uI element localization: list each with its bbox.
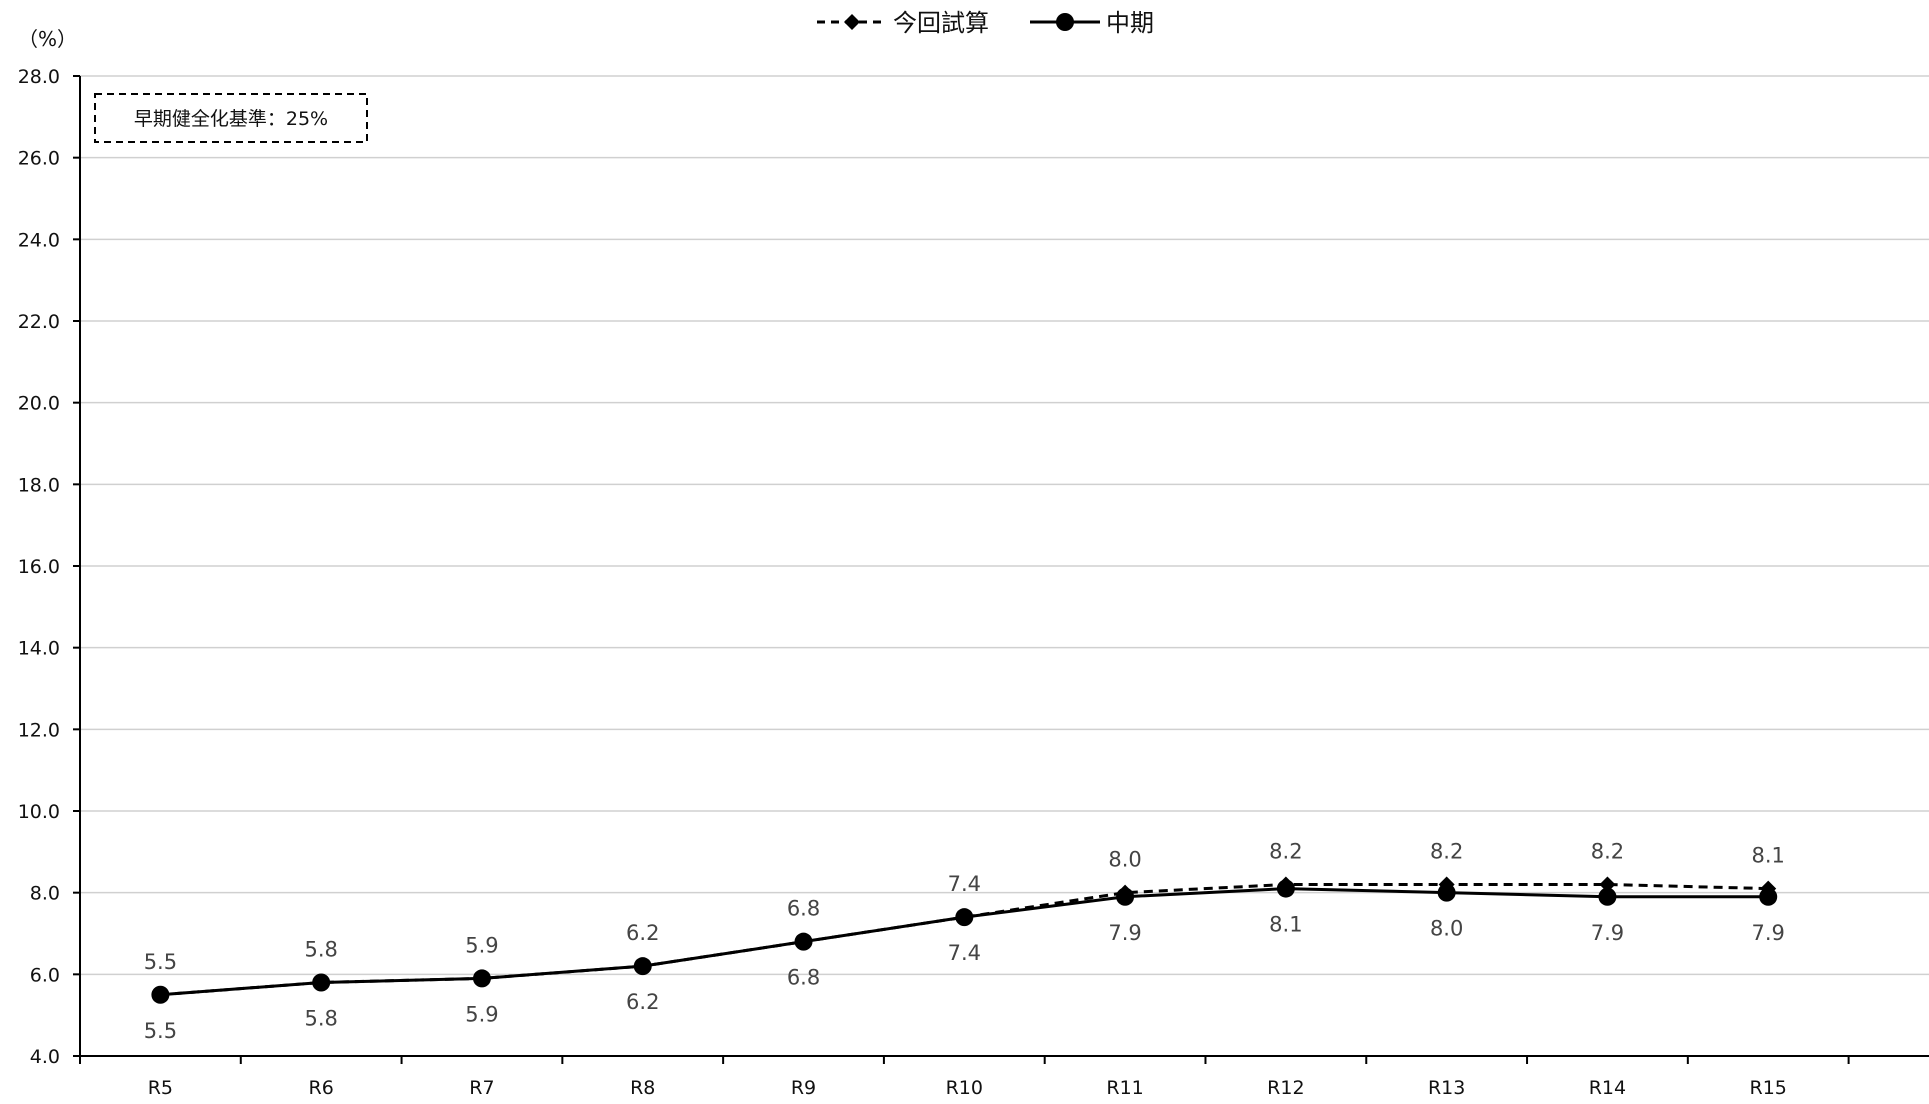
gridlines — [80, 75, 1929, 976]
data-label-series-1: 8.2 — [1430, 840, 1463, 864]
x-tick-label: R15 — [1750, 1077, 1787, 1099]
annotation-box: 早期健全化基準：25% — [94, 93, 368, 143]
y-tick-label: 20.0 — [18, 393, 60, 415]
data-label-series-2: 7.4 — [948, 941, 981, 965]
legend-marker-series-2 — [1056, 13, 1074, 31]
data-label-series-1: 6.2 — [626, 921, 659, 945]
x-tick-label: R14 — [1589, 1077, 1626, 1099]
point-series-2-R10 — [955, 908, 974, 927]
data-label-series-2: 5.5 — [144, 1019, 177, 1043]
point-series-2-R9 — [794, 932, 813, 951]
point-series-2-R13 — [1437, 883, 1456, 902]
x-tick-label: R13 — [1428, 1077, 1465, 1099]
point-series-2-R8 — [633, 957, 652, 976]
x-axis-ticks: R5 R6 R7 R8 R9 R10 R11 R12 R13 R14 R15 — [79, 1056, 1850, 1099]
point-series-2-R15 — [1759, 887, 1778, 906]
legend: 今回試算 中期 — [817, 9, 1154, 37]
data-label-series-2: 6.2 — [626, 990, 659, 1014]
y-axis-ticks: 4.0 6.0 8.0 10.0 12.0 14.0 16.0 18.0 20.0 22.0 24.… — [18, 66, 80, 1068]
x-tick-label: R10 — [946, 1077, 983, 1099]
annotation-text: 早期健全化基準：25% — [134, 108, 328, 130]
y-tick-label: 22.0 — [18, 311, 60, 333]
x-tick-label: R8 — [630, 1077, 655, 1099]
legend-marker-series-1 — [844, 14, 860, 30]
y-tick-label: 14.0 — [18, 638, 60, 660]
data-label-series-1: 6.8 — [787, 897, 820, 921]
series-line-1 — [160, 883, 1769, 997]
data-label-series-1: 8.0 — [1108, 848, 1141, 872]
data-label-series-1: 5.8 — [304, 938, 337, 962]
y-tick-label: 16.0 — [18, 556, 60, 578]
point-series-2-R5 — [151, 985, 170, 1004]
data-labels: 5.5 5.8 5.9 6.2 6.8 7.4 8.0 8.2 8.2 8.2 8.1 5.5 5.8 5… — [144, 840, 1785, 1043]
annotation-border — [94, 93, 368, 143]
data-label-series-2: 7.9 — [1752, 921, 1785, 945]
point-series-2-R14 — [1598, 887, 1617, 906]
point-series-1-R14 — [1599, 876, 1616, 893]
point-series-2-R11 — [1116, 887, 1135, 906]
series-group — [151, 876, 1778, 1004]
y-tick-label: 10.0 — [18, 801, 60, 823]
y-tick-label: 18.0 — [18, 474, 60, 496]
point-series-2-R6 — [312, 973, 331, 992]
y-tick-label: 8.0 — [30, 883, 60, 905]
y-unit-label: （%） — [18, 27, 77, 51]
x-tick-label: R7 — [469, 1077, 494, 1099]
y-tick-label: 28.0 — [18, 66, 60, 88]
y-tick-label: 6.0 — [30, 964, 60, 986]
data-label-series-2: 8.1 — [1269, 913, 1302, 937]
data-label-series-1: 8.2 — [1269, 840, 1302, 864]
data-label-series-2: 5.8 — [304, 1007, 337, 1031]
data-label-series-2: 8.0 — [1430, 917, 1463, 941]
y-tick-label: 4.0 — [30, 1046, 60, 1068]
data-label-series-1: 8.2 — [1591, 840, 1624, 864]
point-series-2-R12 — [1276, 879, 1295, 898]
y-tick-label: 12.0 — [18, 719, 60, 741]
x-tick-label: R12 — [1267, 1077, 1304, 1099]
y-tick-label: 24.0 — [18, 229, 60, 251]
data-label-series-1: 5.5 — [144, 950, 177, 974]
data-label-series-2: 7.9 — [1108, 921, 1141, 945]
legend-label-series-1: 今回試算 — [893, 9, 989, 37]
y-tick-label: 26.0 — [18, 148, 60, 170]
x-tick-label: R11 — [1106, 1077, 1143, 1099]
point-series-2-R7 — [472, 969, 491, 988]
data-label-series-2: 7.9 — [1591, 921, 1624, 945]
x-tick-label: R5 — [148, 1077, 173, 1099]
data-label-series-2: 6.8 — [787, 966, 820, 990]
data-label-series-1: 5.9 — [465, 933, 498, 957]
data-label-series-1: 8.1 — [1752, 844, 1785, 868]
data-label-series-1: 7.4 — [948, 872, 981, 896]
data-label-series-2: 5.9 — [465, 1002, 498, 1026]
x-tick-label: R9 — [791, 1077, 816, 1099]
legend-label-series-2: 中期 — [1106, 9, 1154, 37]
x-tick-label: R6 — [309, 1077, 334, 1099]
